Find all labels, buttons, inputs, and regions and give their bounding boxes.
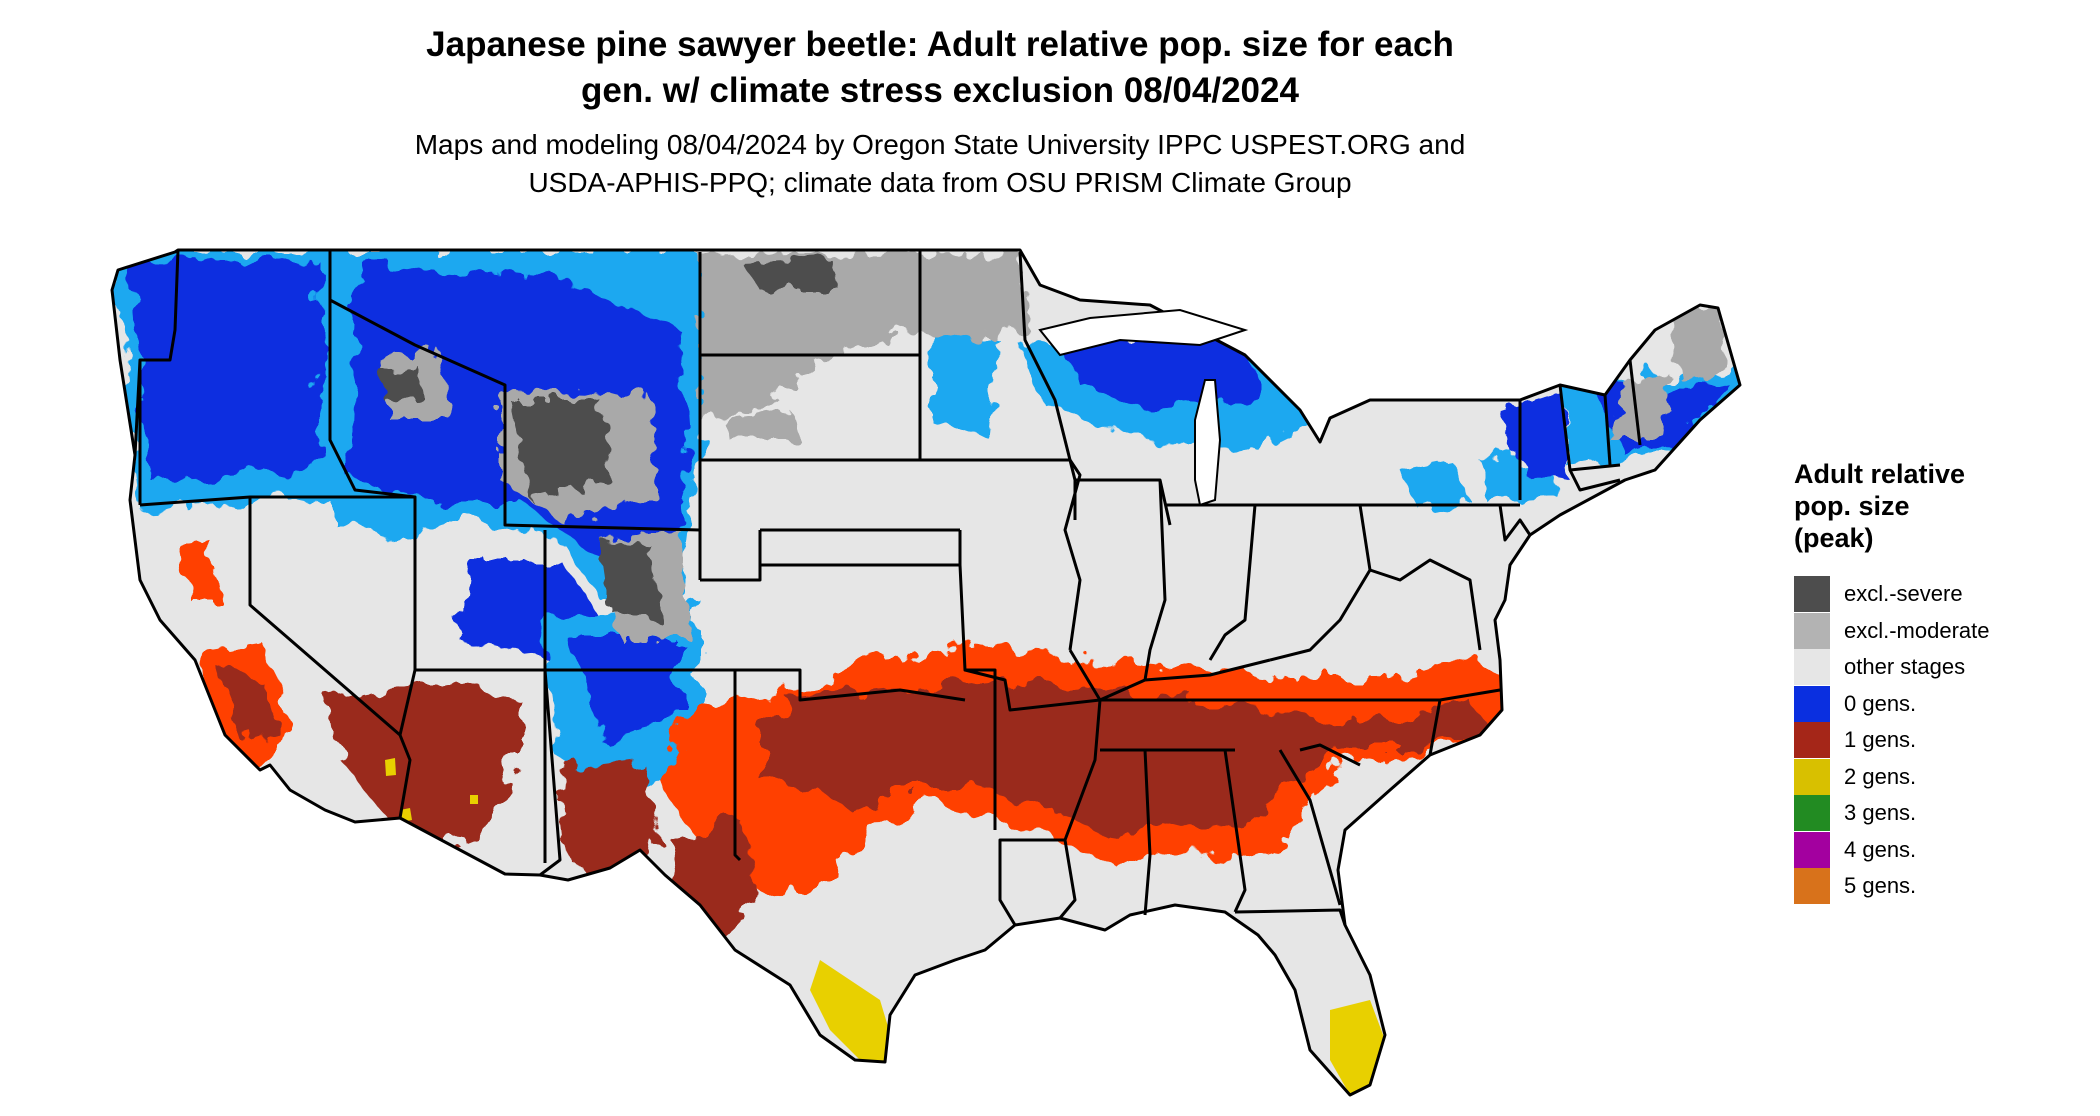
legend-label: other stages bbox=[1844, 654, 1966, 680]
legend-swatch bbox=[1794, 868, 1830, 905]
state-borders bbox=[110, 248, 1742, 1097]
legend: Adult relative pop. size (peak) excl.-se… bbox=[1794, 458, 1990, 905]
legend-title-line-2: pop. size bbox=[1794, 491, 1910, 521]
legend-item: 5 gens. bbox=[1794, 868, 1990, 905]
legend-label: 2 gens. bbox=[1844, 763, 1917, 789]
subtitle-line-1: Maps and modeling 08/04/2024 by Oregon S… bbox=[414, 129, 1466, 160]
legend-item: other stages bbox=[1794, 649, 1990, 686]
legend-swatch bbox=[1794, 612, 1830, 649]
legend-swatch bbox=[1794, 795, 1830, 832]
legend-swatch bbox=[1794, 685, 1830, 722]
lake-michigan bbox=[1194, 379, 1222, 507]
legend-item: 2 gens. bbox=[1794, 758, 1990, 796]
legend-label: excl.-severe bbox=[1844, 581, 1963, 607]
subtitle-line-2: USDA-APHIS-PPQ; climate data from OSU PR… bbox=[528, 167, 1352, 198]
lake-superior bbox=[1038, 308, 1249, 357]
map-title: Japanese pine sawyer beetle: Adult relat… bbox=[260, 22, 1620, 114]
legend-items: excl.-severe excl.-moderate other stages 0 … bbox=[1794, 576, 1990, 905]
legend-title-line-3: (peak) bbox=[1794, 523, 1874, 553]
two-gen-regions bbox=[385, 758, 1385, 1095]
legend-item: 3 gens. bbox=[1794, 795, 1990, 832]
legend-item: excl.-severe bbox=[1794, 576, 1990, 613]
legend-label: 0 gens. bbox=[1844, 690, 1917, 716]
legend-item: 4 gens. bbox=[1794, 831, 1990, 869]
legend-item: 0 gens. bbox=[1794, 685, 1990, 723]
legend-label: 1 gens. bbox=[1844, 727, 1917, 753]
legend-label: 4 gens. bbox=[1844, 836, 1917, 862]
legend-label: 5 gens. bbox=[1844, 873, 1917, 899]
lakes bbox=[1038, 308, 1249, 507]
legend-swatch bbox=[1794, 576, 1830, 613]
map-subtitle: Maps and modeling 08/04/2024 by Oregon S… bbox=[260, 126, 1620, 202]
legend-label: 3 gens. bbox=[1844, 800, 1917, 826]
one-gen-regions bbox=[180, 540, 1515, 935]
title-line-1: Japanese pine sawyer beetle: Adult relat… bbox=[426, 25, 1454, 64]
legend-item: excl.-moderate bbox=[1794, 612, 1990, 650]
title-line-2: gen. w/ climate stress exclusion 08/04/2… bbox=[581, 71, 1299, 110]
legend-label: excl.-moderate bbox=[1844, 617, 1990, 643]
legend-swatch bbox=[1794, 649, 1830, 686]
legend-title-line-1: Adult relative bbox=[1794, 459, 1966, 489]
legend-item: 1 gens. bbox=[1794, 722, 1990, 759]
legend-swatch bbox=[1794, 831, 1830, 868]
legend-swatch bbox=[1794, 722, 1830, 759]
excluded-severe-regions bbox=[380, 258, 840, 620]
legend-title: Adult relative pop. size (peak) bbox=[1794, 458, 1990, 554]
legend-swatch bbox=[1794, 758, 1830, 795]
